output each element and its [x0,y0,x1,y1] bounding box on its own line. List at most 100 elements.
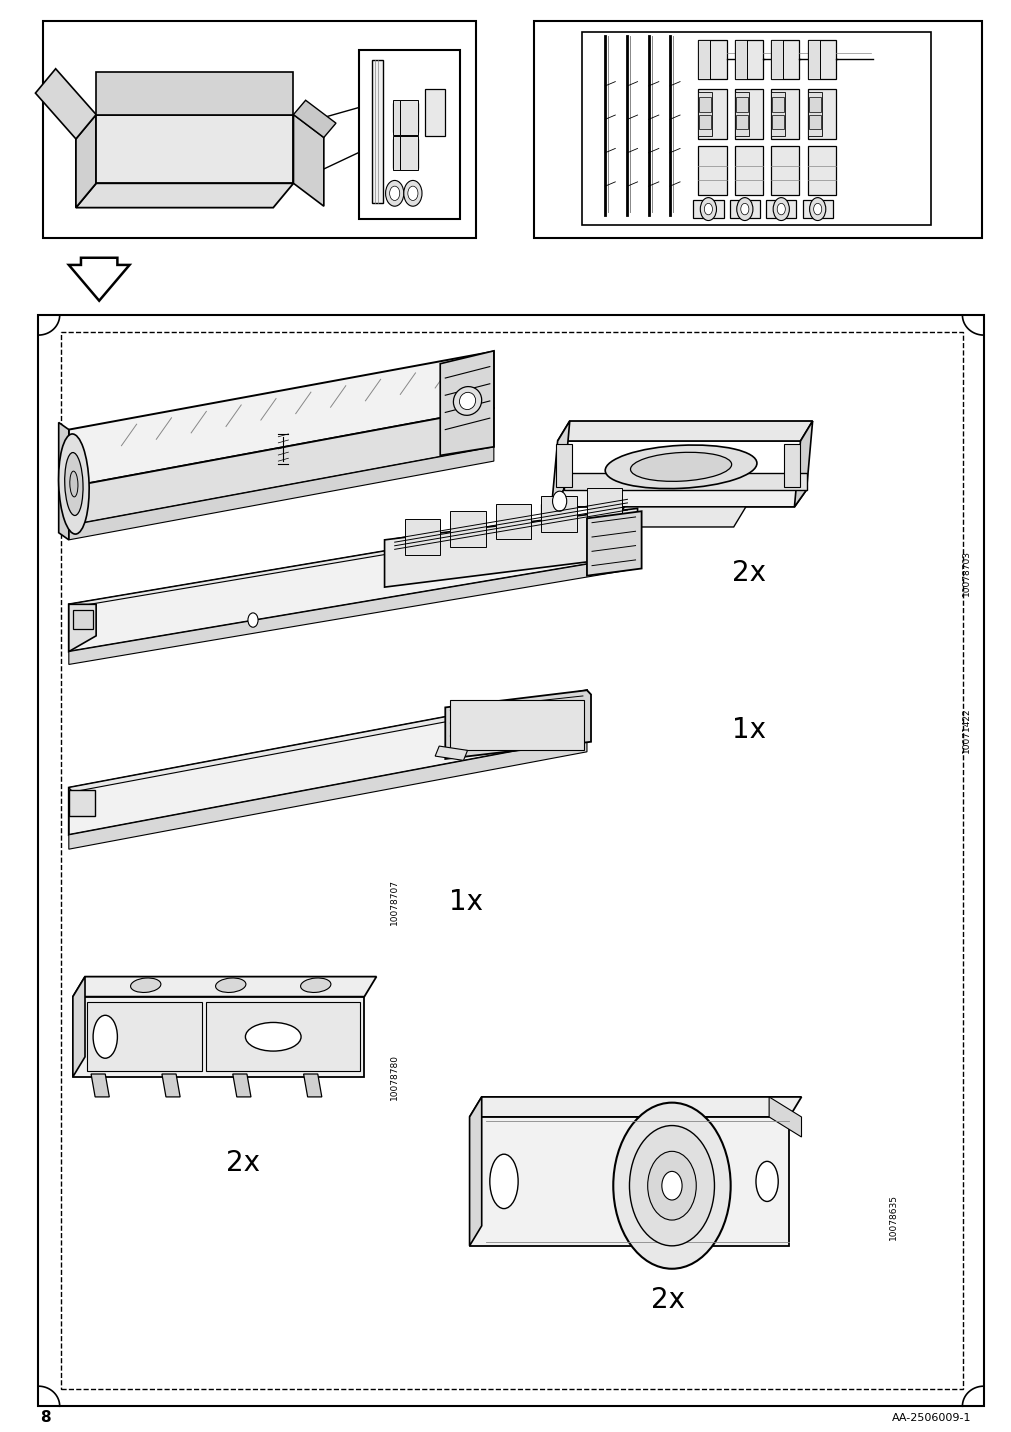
Ellipse shape [453,387,481,415]
Polygon shape [69,408,493,526]
Polygon shape [69,604,96,652]
Ellipse shape [755,1161,777,1201]
Bar [698,40,710,79]
Bar [771,97,784,112]
Polygon shape [96,115,293,183]
Bar [734,92,748,136]
Polygon shape [469,1117,789,1246]
Bar [42,21,475,238]
Polygon shape [69,508,641,607]
Bar [399,100,418,135]
Bar [69,790,95,816]
Polygon shape [73,977,376,997]
Bar [392,136,399,170]
Bar [802,200,832,218]
Bar [807,146,835,195]
Circle shape [776,203,785,215]
Bar [807,89,835,139]
Polygon shape [440,351,493,455]
Bar [399,136,418,170]
Circle shape [661,1171,681,1200]
Polygon shape [541,504,561,518]
Polygon shape [551,490,806,507]
Circle shape [389,186,399,200]
Ellipse shape [605,445,756,488]
Bar [372,60,382,203]
Text: 8: 8 [40,1411,51,1425]
Circle shape [736,198,752,221]
Polygon shape [586,511,641,576]
Bar [87,1002,202,1071]
Bar [699,97,711,112]
Bar [404,518,440,554]
Ellipse shape [215,978,246,992]
Text: 10078780: 10078780 [390,1054,398,1100]
Polygon shape [551,421,569,507]
Bar [734,40,746,79]
Circle shape [647,1151,696,1220]
Text: 10078703: 10078703 [961,550,970,596]
Text: 1x: 1x [731,716,765,745]
Bar [784,444,800,487]
Polygon shape [91,1074,109,1097]
Polygon shape [303,1074,321,1097]
Polygon shape [96,72,293,115]
Ellipse shape [300,978,331,992]
Circle shape [772,198,789,221]
Bar [765,200,796,218]
Polygon shape [76,115,96,208]
Polygon shape [69,351,493,487]
Bar [807,40,819,79]
Polygon shape [293,100,336,137]
Circle shape [809,198,825,221]
Bar [698,146,726,195]
Polygon shape [69,447,493,540]
Polygon shape [794,421,812,507]
Bar [729,200,759,218]
Polygon shape [35,69,96,139]
Bar [808,115,820,129]
Circle shape [385,180,403,206]
Bar [450,700,583,750]
Bar [770,146,799,195]
Circle shape [740,203,748,215]
Ellipse shape [246,1022,301,1051]
Polygon shape [384,508,637,587]
Bar [392,100,399,135]
Text: 2x: 2x [650,1286,684,1315]
Polygon shape [469,1097,801,1117]
Bar [38,315,983,1406]
Text: 2x: 2x [225,1148,260,1177]
Bar [698,92,712,136]
Polygon shape [76,183,293,208]
Bar [807,40,835,79]
Text: 10071422: 10071422 [961,707,970,753]
Bar [392,139,418,168]
Bar [770,92,785,136]
Circle shape [629,1126,714,1246]
Ellipse shape [59,434,89,534]
Bar [495,504,531,540]
Circle shape [613,1103,730,1269]
Text: AA-2506009-1: AA-2506009-1 [891,1413,971,1422]
Bar [807,92,821,136]
Circle shape [700,198,716,221]
Bar [699,115,711,129]
Polygon shape [59,422,69,540]
Ellipse shape [489,1154,518,1209]
Bar [734,146,762,195]
Circle shape [704,203,712,215]
Bar [735,97,747,112]
Circle shape [552,491,566,511]
Bar [425,89,445,136]
Bar [693,200,723,218]
Polygon shape [69,258,129,301]
Polygon shape [445,690,590,759]
Bar [734,89,762,139]
Bar [698,89,726,139]
Polygon shape [73,997,364,1077]
Bar [586,488,622,524]
Bar [581,32,930,225]
Circle shape [248,613,258,627]
Bar [534,21,981,238]
